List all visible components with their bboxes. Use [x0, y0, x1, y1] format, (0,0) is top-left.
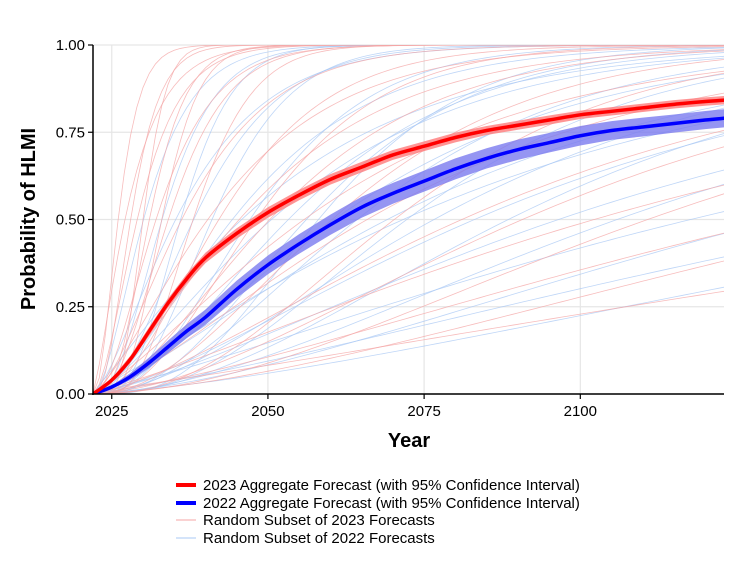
individual-forecast-curve [93, 146, 724, 394]
individual-forecast-curve [93, 77, 724, 394]
individual-forecast-curve [93, 50, 724, 394]
legend: 2023 Aggregate Forecast (with 95% Confid… [176, 477, 580, 547]
individual-forecast-curve [93, 45, 724, 394]
y-tick-label: 0.00 [56, 386, 85, 403]
x-tick-label: 2025 [95, 403, 128, 420]
y-tick-label: 0.25 [56, 299, 85, 316]
y-axis-title: Probability of HLMI [18, 128, 40, 310]
individual-forecast-curve [93, 233, 724, 394]
x-tick-label: 2050 [251, 403, 284, 420]
individual-forecast-curve [93, 193, 724, 394]
y-tick-label: 1.00 [56, 37, 85, 54]
aggregate-forecast-line [93, 98, 724, 394]
individual-forecast-curve [93, 256, 724, 394]
individual-forecast-curve [93, 290, 724, 394]
aggregate-forecasts [93, 95, 724, 394]
individual-forecast-curve [93, 169, 724, 394]
individual-forecast-curve [93, 45, 724, 394]
individual-forecast-curve [93, 70, 724, 394]
individual-forecast-curve [93, 57, 724, 394]
legend-label: 2023 Aggregate Forecast (with 95% Confid… [203, 477, 580, 494]
individual-forecast-curve [93, 211, 724, 394]
individual-forecast-curve [93, 45, 724, 394]
individual-forecast-curve [93, 129, 724, 394]
y-tick-label: 0.75 [56, 124, 85, 141]
individual-forecast-curve [93, 46, 724, 394]
y-tick-label: 0.50 [56, 212, 85, 229]
individual-forecast-curve [93, 72, 724, 394]
x-axis-ticks: 2025 2050 2075 2100 [95, 394, 597, 420]
x-tick-label: 2075 [407, 403, 440, 420]
individual-forecast-curve [93, 45, 724, 394]
individual-forecast-curve [93, 59, 724, 394]
individual-forecast-curve [93, 135, 724, 394]
aggregate-forecast-line [93, 116, 724, 394]
legend-label: Random Subset of 2022 Forecasts [203, 530, 435, 547]
individual-forecast-curve [93, 232, 724, 394]
x-axis-title: Year [388, 430, 430, 452]
individual-forecast-curve [93, 45, 724, 394]
individual-forecast-curve [93, 47, 724, 394]
y-axis-ticks: 0.00 0.25 0.50 0.75 1.00 [56, 37, 93, 403]
x-tick-label: 2100 [564, 403, 597, 420]
individual-forecast-curve [93, 45, 724, 394]
legend-label: 2022 Aggregate Forecast (with 95% Confid… [203, 495, 580, 512]
individual-forecast-curve [93, 45, 724, 394]
individual-forecast-curve [93, 184, 724, 394]
individual-forecast-curve [93, 260, 724, 394]
individual-forecast-curve [93, 183, 724, 394]
legend-label: Random Subset of 2023 Forecasts [203, 512, 435, 529]
